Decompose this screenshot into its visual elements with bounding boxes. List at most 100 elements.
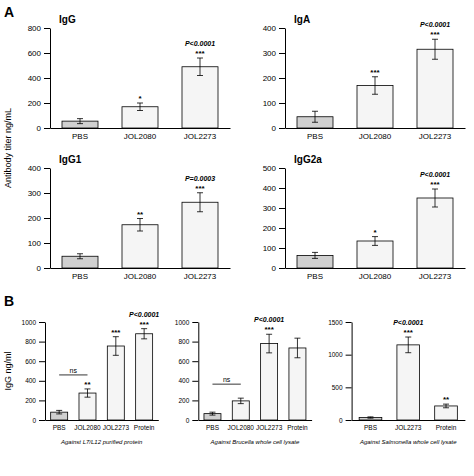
error-bar	[372, 237, 378, 246]
y-axis: 0200400600800	[28, 24, 51, 133]
tick: JOL2273	[256, 424, 283, 431]
tick: 300	[263, 204, 285, 213]
tick: 1500	[328, 319, 351, 326]
error-bar	[294, 338, 300, 358]
tick: PBS	[206, 424, 220, 431]
panel: 0100200300400PBSJOL2080JOL2273******P<0.…	[263, 14, 466, 141]
tick: 400	[263, 24, 285, 33]
annotation: ns	[223, 376, 231, 383]
tick-label: PBS	[53, 424, 67, 431]
tick: JOL2080	[124, 272, 157, 281]
plot-area	[297, 39, 453, 128]
tick: Protein	[134, 424, 155, 431]
x-axis-title: Against L7/L12 purified protein	[60, 439, 143, 445]
panel: 0100200300400500PBSJOL2080JOL2273****P<0…	[263, 154, 466, 281]
tick-label: 400	[25, 377, 36, 384]
plot-area	[297, 189, 453, 268]
tick-label: 0	[37, 264, 42, 273]
tick-mark	[346, 322, 352, 323]
error-bar	[266, 334, 272, 353]
tick-label: Protein	[287, 424, 308, 431]
error-bar	[137, 219, 143, 232]
tick: 400	[28, 164, 50, 173]
significance-star: ***	[139, 320, 149, 329]
tick-mark	[44, 53, 50, 54]
tick-mark	[192, 361, 198, 362]
tick-mark	[39, 381, 45, 382]
significance-star: ***	[111, 328, 121, 337]
bar	[359, 418, 382, 420]
axis-line	[352, 420, 465, 421]
axis-line	[286, 128, 466, 129]
tick-label: 100	[28, 239, 42, 248]
tick-label: JOL2080	[124, 132, 157, 141]
tick-mark	[346, 355, 352, 356]
tick: 300	[263, 49, 285, 58]
tick-label: 0	[186, 417, 190, 424]
tick-mark	[192, 400, 198, 401]
tick: 0	[186, 417, 199, 424]
tick: JOL2273	[184, 272, 217, 281]
bar	[417, 49, 453, 128]
tick-mark	[44, 103, 50, 104]
tick: 100	[263, 244, 285, 253]
bar	[397, 345, 420, 420]
tick: Protein	[436, 424, 457, 431]
bar	[417, 198, 453, 268]
tick: 100	[28, 239, 50, 248]
tick-mark	[44, 78, 50, 79]
annotation: ns	[70, 367, 78, 374]
axis-line	[45, 323, 46, 421]
tick-label: 400	[28, 164, 42, 173]
tick-label: PBS	[307, 132, 323, 141]
error-bar	[84, 389, 90, 397]
tick: 0	[37, 124, 50, 133]
tick: JOL2080	[359, 132, 392, 141]
panel: 02004006008001000PBSJOL2080JOL2273Protei…	[22, 311, 160, 445]
x-axis: PBSJOL2080JOL2273	[51, 269, 231, 281]
tick-label: PBS	[364, 424, 378, 431]
tick-mark	[44, 28, 50, 29]
axis-line	[50, 29, 51, 129]
tick: PBS	[307, 272, 323, 281]
tick-mark	[279, 248, 285, 249]
title: IgA	[294, 14, 310, 25]
tick: JOL2273	[419, 132, 452, 141]
tick: PBS	[307, 132, 323, 141]
panel-label: B	[4, 293, 14, 309]
y-axis-title: Antibody titer ng/mL	[3, 108, 13, 188]
tick-mark	[192, 322, 198, 323]
error-bar	[56, 410, 62, 414]
plot-area	[204, 334, 306, 420]
tick-label: 600	[25, 358, 36, 365]
tick-label: 0	[272, 124, 277, 133]
tick-mark	[279, 268, 285, 269]
tick-mark	[39, 322, 45, 323]
tick-mark	[192, 342, 198, 343]
axis-line	[198, 323, 199, 421]
tick-label: 1000	[175, 319, 190, 326]
tick: 500	[332, 384, 352, 391]
error-bar	[197, 58, 203, 76]
tick-label: 100	[263, 244, 277, 253]
panel: 0200400600800PBSJOL2080JOL2273****P<0.00…	[28, 14, 231, 141]
tick-label: 400	[263, 24, 277, 33]
panel: 050010001500PBSJOL2273Protein*****P<0.00…	[328, 319, 465, 445]
p-value: P<0.0001	[254, 316, 284, 323]
significance-star: ***	[195, 184, 205, 193]
tick-label: JOL2080	[359, 132, 392, 141]
tick: JOL2273	[419, 272, 452, 281]
tick-mark	[44, 268, 50, 269]
tick-label: 100	[263, 99, 277, 108]
title: IgG2a	[294, 154, 322, 165]
tick: JOL2273	[184, 132, 217, 141]
tick: 0	[272, 264, 285, 273]
tick-mark	[279, 188, 285, 189]
error-bar	[367, 417, 373, 418]
axis-line	[51, 128, 231, 129]
tick-mark	[192, 381, 198, 382]
tick-label: 1500	[328, 319, 343, 326]
y-axis: 02004006008001000	[175, 319, 199, 424]
p-value: P<0.0001	[185, 40, 215, 47]
bar	[261, 344, 278, 420]
